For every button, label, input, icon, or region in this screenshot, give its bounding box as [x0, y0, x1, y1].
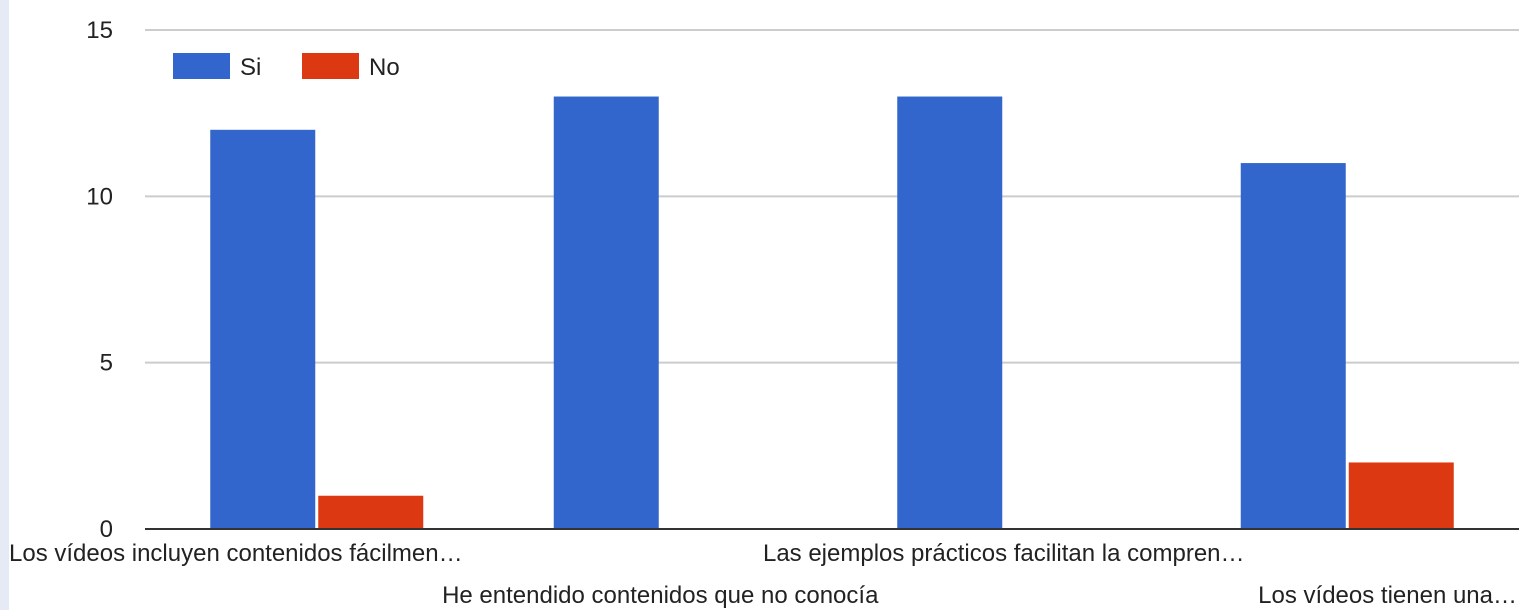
- y-tick-label: 5: [100, 350, 113, 377]
- y-axis-tick-labels: 0 5 10 15: [86, 17, 113, 543]
- bars: [210, 96, 1454, 530]
- x-category-label: Los vídeos tienen una…: [1258, 582, 1517, 609]
- bar-si-4: [1240, 163, 1346, 530]
- legend-swatch-no: [302, 53, 359, 79]
- bar-no-4: [1348, 462, 1454, 529]
- y-tick-label: 15: [86, 17, 113, 44]
- legend-label-no: No: [369, 54, 400, 81]
- bar-no-1: [318, 495, 424, 529]
- legend-label-si: Si: [240, 54, 261, 81]
- legend-swatch-si: [173, 53, 230, 79]
- y-tick-label: 10: [86, 183, 113, 210]
- x-category-label: He entendido contenidos que no conocía: [442, 582, 879, 609]
- bar-si-3: [897, 96, 1003, 530]
- x-category-label: Las ejemplos prácticos facilitan la comp…: [763, 540, 1245, 567]
- x-axis-category-labels: Los vídeos incluyen contenidos fácilmen……: [9, 540, 1517, 609]
- left-edge-strip: [0, 0, 9, 610]
- bar-si-1: [210, 129, 316, 530]
- bar-si-2: [553, 96, 659, 530]
- y-tick-label: 0: [100, 516, 113, 543]
- legend: Si No: [173, 53, 400, 81]
- x-category-label: Los vídeos incluyen contenidos fácilmen…: [9, 540, 463, 567]
